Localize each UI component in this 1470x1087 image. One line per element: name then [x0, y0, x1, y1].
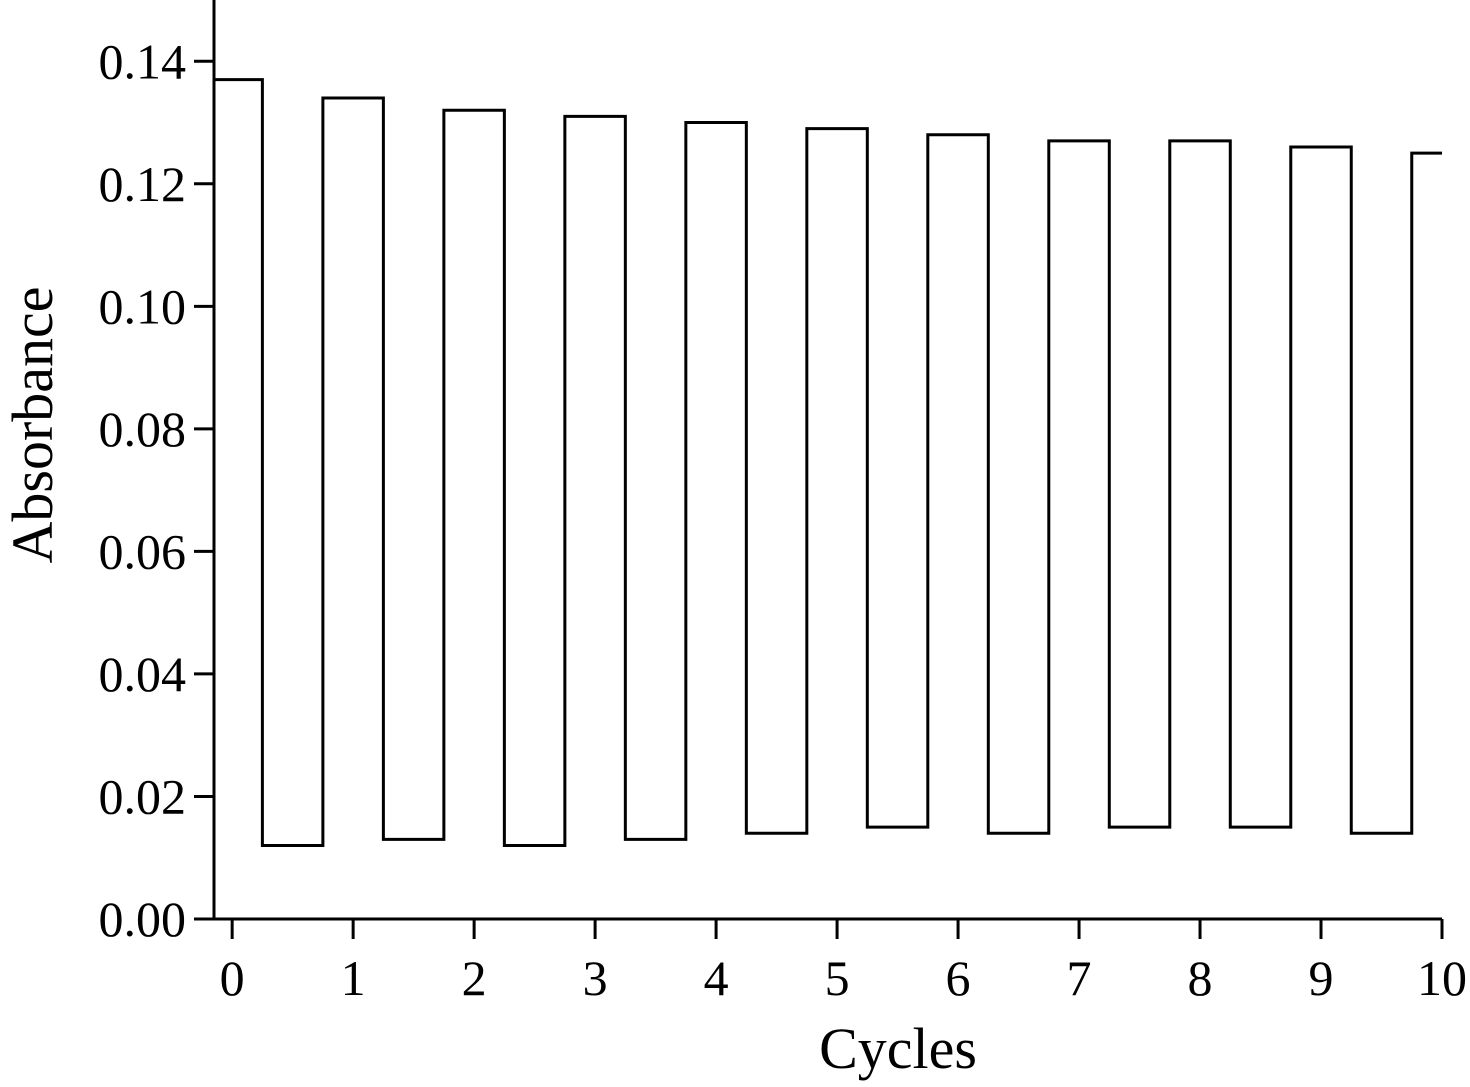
y-tick-label: 0.04: [99, 646, 187, 702]
axes: [212, 0, 1442, 921]
x-ticks: 0 1 2 3 4 5 6 7 8 9 10: [220, 919, 1467, 1006]
y-tick-label: 0.00: [99, 891, 187, 947]
y-tick-label: 0.06: [99, 523, 187, 579]
y-ticks: 0.00 0.02 0.04 0.06 0.08 0.10 0.12 0.14: [99, 33, 214, 947]
y-tick-label: 0.14: [99, 33, 187, 89]
x-tick-label: 9: [1309, 950, 1334, 1006]
x-tick-label: 2: [462, 950, 487, 1006]
y-tick-label: 0.12: [99, 156, 187, 212]
x-tick-label: 10: [1417, 950, 1467, 1006]
x-tick-label: 8: [1188, 950, 1213, 1006]
x-axis-label: Cycles: [819, 1016, 977, 1081]
x-tick-label: 4: [704, 950, 729, 1006]
x-tick-label: 0: [220, 950, 245, 1006]
x-tick-label: 6: [946, 950, 971, 1006]
y-tick-label: 0.02: [99, 768, 187, 824]
y-tick-label: 0.08: [99, 401, 187, 457]
y-axis-label: Absorbance: [0, 286, 65, 563]
x-tick-label: 1: [341, 950, 366, 1006]
x-tick-label: 5: [825, 950, 850, 1006]
x-tick-label: 3: [583, 950, 608, 1006]
series-group: [214, 78, 1442, 847]
x-tick-label: 7: [1067, 950, 1092, 1006]
y-tick-label: 0.10: [99, 278, 187, 334]
absorbance-step-line: [214, 78, 1442, 847]
